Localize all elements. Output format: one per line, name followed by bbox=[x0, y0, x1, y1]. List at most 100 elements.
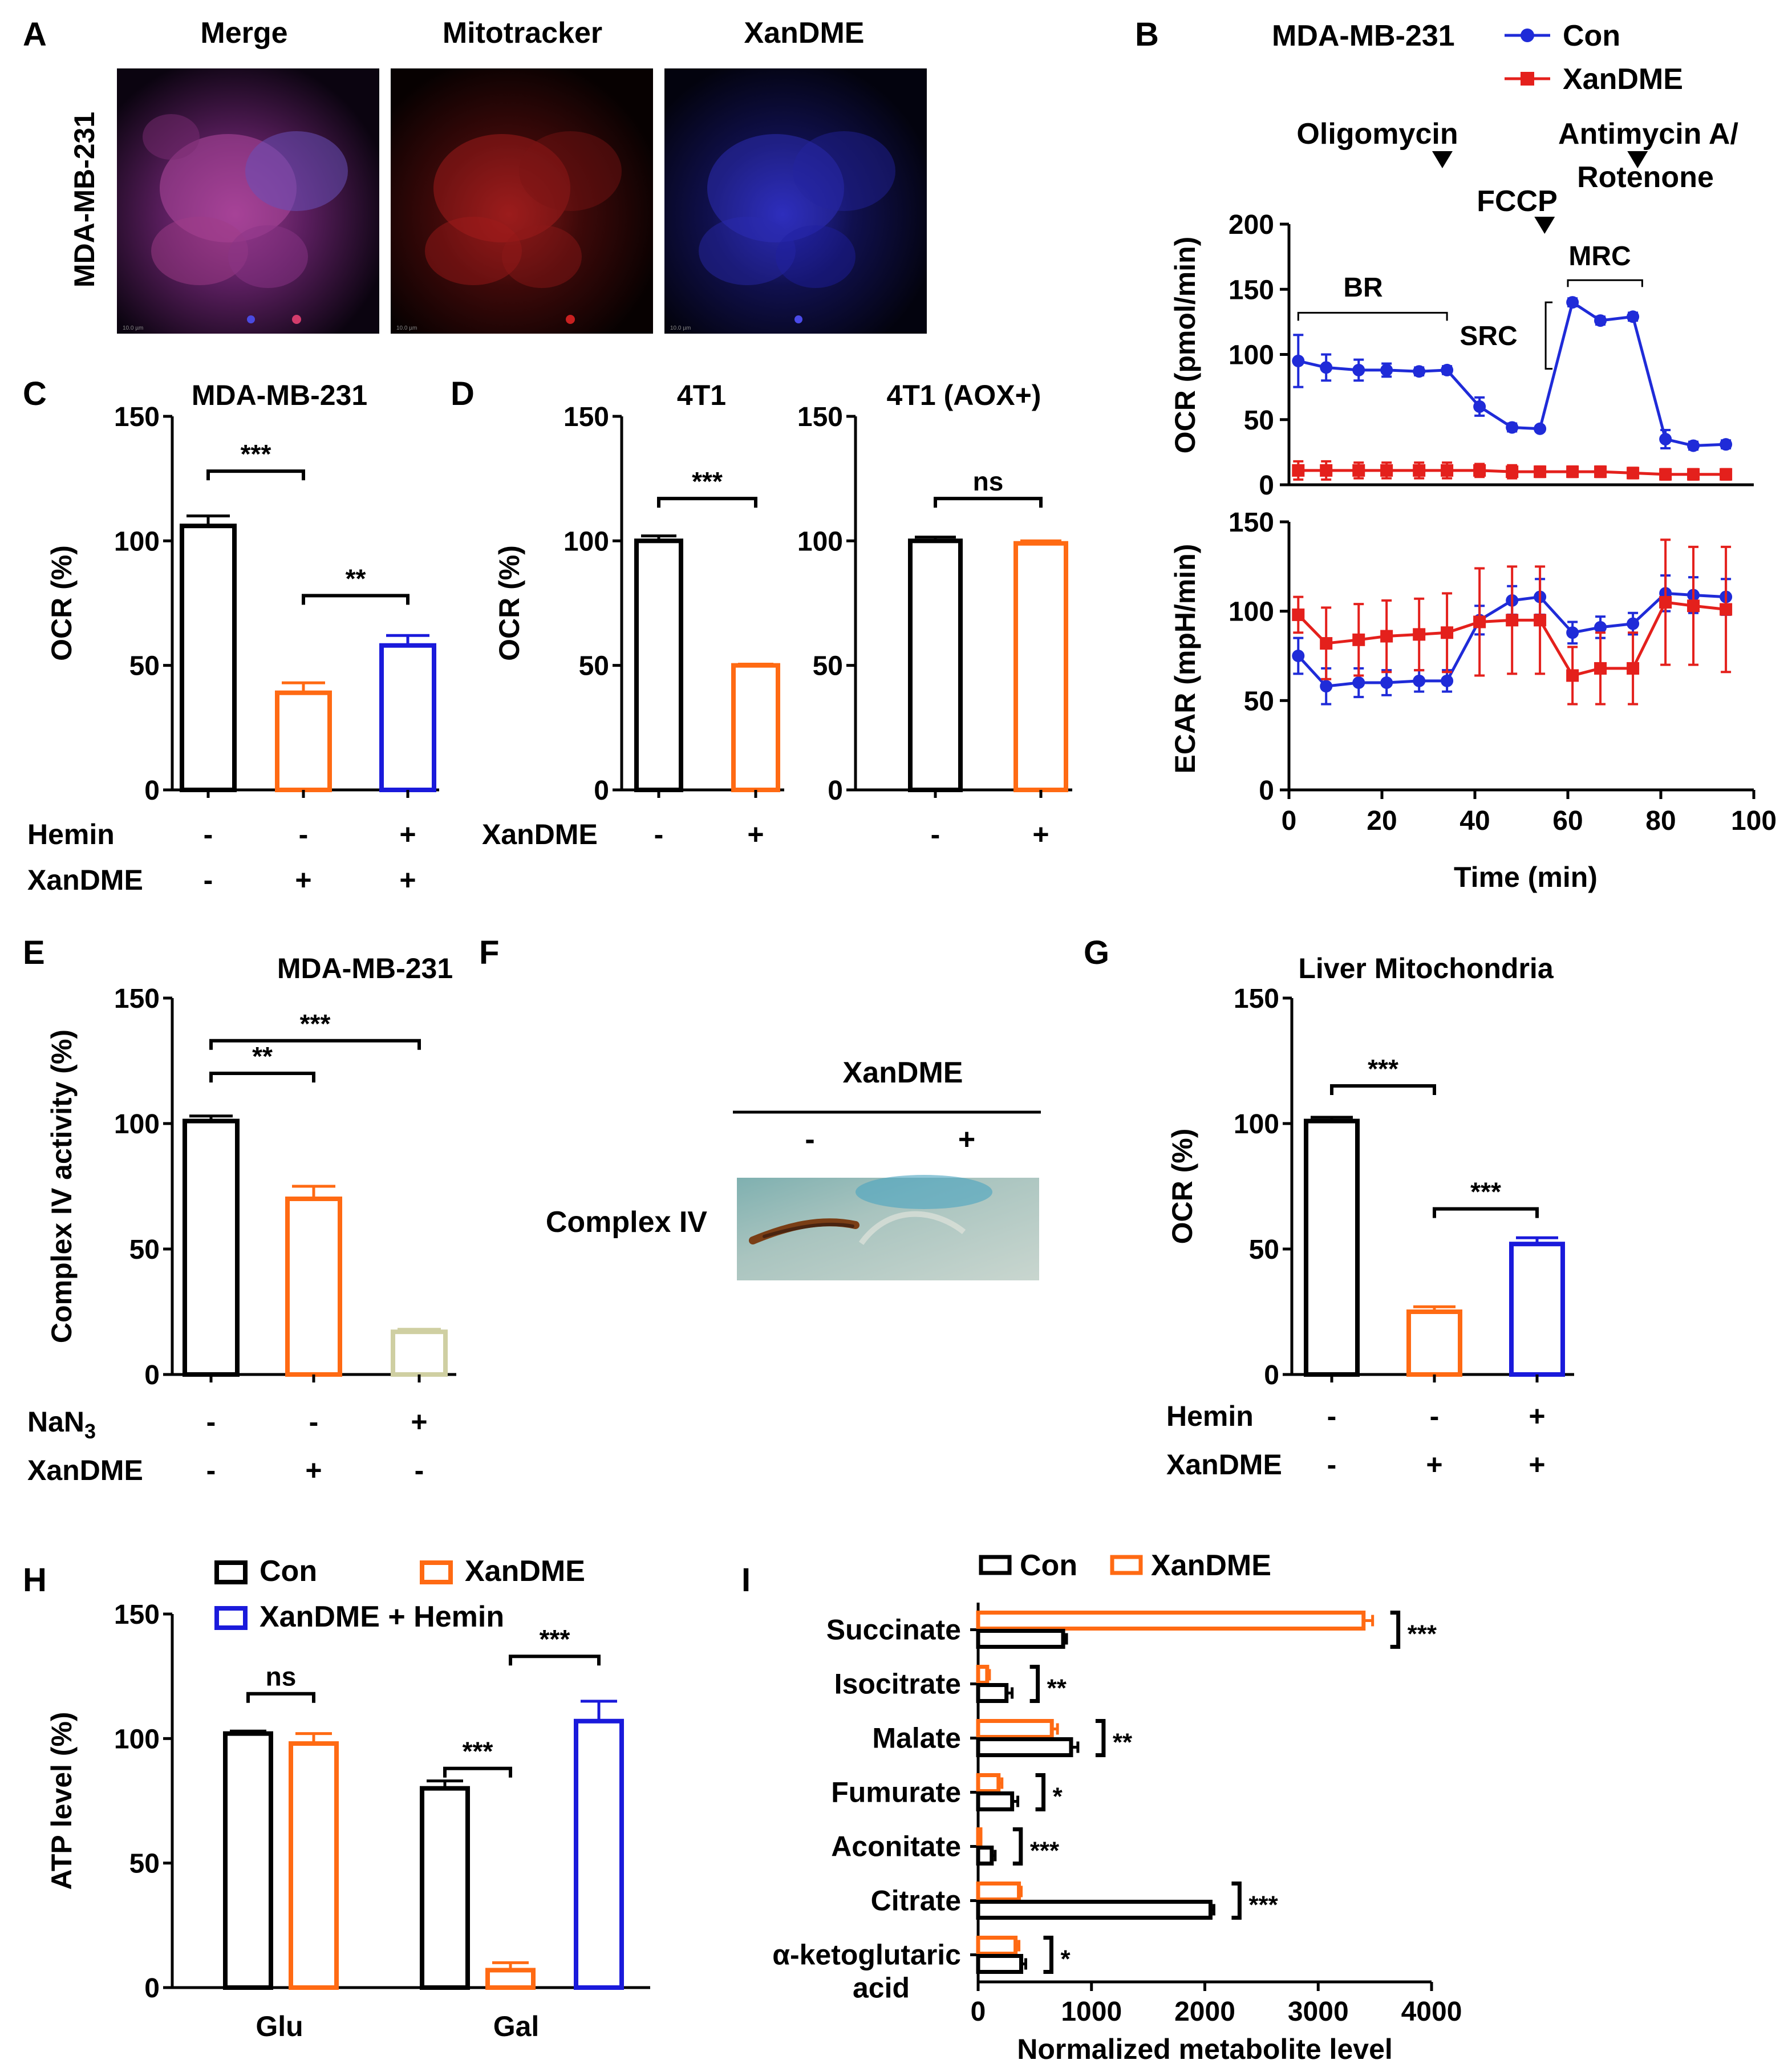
data-point-con bbox=[1352, 363, 1365, 376]
data-point-xandme bbox=[1534, 465, 1547, 479]
y-tick-label: 150 bbox=[1229, 275, 1274, 305]
panel-b-legend-xandme: XanDME bbox=[1563, 63, 1683, 96]
significance-bracket bbox=[302, 594, 410, 605]
ocr-line-chart: 0 50 100 150 200 bbox=[1229, 210, 1754, 501]
data-point-xandme bbox=[1627, 467, 1640, 480]
category-label: α-ketoglutaric bbox=[772, 1939, 961, 1971]
significance-bracket bbox=[246, 1692, 315, 1703]
legend-label: XanDME bbox=[1151, 1549, 1271, 1582]
bar bbox=[976, 1719, 1054, 1739]
data-point-xandme bbox=[1441, 626, 1454, 639]
significance-label: *** bbox=[241, 439, 271, 469]
panel-b: MDA-MB-231 Con XanDME Oligomycin FCCP An… bbox=[1169, 19, 1777, 893]
y-tick-label: 100 bbox=[114, 526, 160, 557]
legend-swatch bbox=[214, 1606, 248, 1630]
x-tick-label: 60 bbox=[1552, 806, 1583, 836]
x-category-label: Glu bbox=[256, 2010, 303, 2042]
y-tick-label: 50 bbox=[129, 1849, 160, 1879]
condition-sign: - bbox=[1327, 1449, 1337, 1481]
bar bbox=[285, 1197, 342, 1377]
significance-bracket bbox=[509, 1655, 601, 1666]
significance-bracket bbox=[1043, 1936, 1053, 1974]
bar bbox=[420, 1786, 470, 1990]
chart-title: MDA-MB-231 bbox=[277, 952, 453, 984]
data-point-xandme bbox=[1506, 465, 1519, 479]
y-tick-label: 100 bbox=[563, 526, 609, 557]
condition-sign: - bbox=[204, 818, 213, 850]
legend-label: XanDME bbox=[465, 1555, 585, 1588]
mrc-bracket bbox=[1567, 279, 1643, 287]
y-tick-label: 0 bbox=[1264, 1360, 1279, 1390]
ecar-line-chart: 0 50 100 150 0 20 40 60 80 100 bbox=[1229, 508, 1777, 836]
bar bbox=[183, 1118, 240, 1377]
data-point-xandme bbox=[1687, 599, 1700, 613]
significance-label: ** bbox=[252, 1041, 273, 1071]
data-point-xandme bbox=[1506, 614, 1519, 627]
condition-sign: - bbox=[299, 818, 309, 850]
y-axis-label: OCR (%) bbox=[493, 545, 525, 661]
panel-f-sign-plus: + bbox=[958, 1123, 975, 1156]
injection-oligomycin: Oligomycin bbox=[1296, 117, 1458, 151]
xandme-scale-text: 10.0 µm bbox=[670, 325, 691, 331]
y-axis-label: OCR (%) bbox=[46, 545, 78, 661]
y-tick-label: 150 bbox=[114, 1600, 160, 1630]
data-point-con bbox=[1506, 421, 1519, 434]
condition-sign: + bbox=[399, 818, 416, 850]
x-tick-label: 40 bbox=[1459, 806, 1490, 836]
significance-label: *** bbox=[1030, 1837, 1060, 1865]
x-tick-label: 100 bbox=[1731, 806, 1777, 836]
chart-title: MDA-MB-231 bbox=[192, 379, 367, 411]
y-tick-label: 100 bbox=[1229, 340, 1274, 371]
bar bbox=[485, 1968, 536, 1990]
injection-fccp: FCCP bbox=[1477, 185, 1558, 218]
significance-bracket bbox=[1029, 1665, 1040, 1703]
bar bbox=[574, 1718, 624, 1990]
panel-letter-a: A bbox=[23, 16, 47, 53]
bar bbox=[223, 1731, 273, 1990]
panel-d-4t1-aox-bar-chart: 0 50 100 150 4T1 (AOX+) ns - + bbox=[797, 379, 1072, 850]
label-br: BR bbox=[1343, 273, 1382, 303]
mitotracker-micrograph: 10.0 µm bbox=[391, 68, 653, 334]
br-bracket bbox=[1297, 311, 1448, 321]
y-tick-label: 0 bbox=[828, 776, 843, 806]
bar bbox=[379, 643, 436, 792]
panel-e-bar-chart: 0 50 100 150 MDA-MB-231 Complex IV activity (… bbox=[27, 952, 456, 1486]
bar bbox=[976, 1954, 1024, 1974]
panel-letter-f: F bbox=[479, 934, 499, 971]
y-tick-label: 150 bbox=[797, 402, 843, 432]
legend-label: XanDME + Hemin bbox=[260, 1600, 504, 1633]
panel-a-title-xandme: XanDME bbox=[744, 17, 865, 50]
chart-title: 4T1 bbox=[677, 379, 726, 411]
significance-label: *** bbox=[1248, 1891, 1278, 1919]
y-tick-label: 0 bbox=[144, 1973, 160, 2004]
data-point-xandme bbox=[1473, 464, 1486, 477]
significance-bracket bbox=[1433, 1207, 1539, 1218]
data-point-xandme bbox=[1659, 596, 1672, 609]
bar bbox=[1406, 1309, 1462, 1377]
data-point-xandme bbox=[1320, 637, 1333, 650]
data-point-xandme bbox=[1594, 465, 1607, 479]
panel-letter-g: G bbox=[1084, 934, 1109, 971]
condition-sign: + bbox=[1032, 818, 1049, 850]
xandme-micrograph: 10.0 µm bbox=[664, 68, 927, 334]
panel-i-hbar-chart: 0 1000 2000 3000 4000 Normalized metabolite l… bbox=[772, 1549, 1462, 2065]
y-tick-label: 0 bbox=[1259, 471, 1274, 501]
significance-label: *** bbox=[692, 467, 723, 496]
bar bbox=[1304, 1118, 1360, 1377]
data-point-xandme bbox=[1320, 464, 1333, 477]
bar bbox=[976, 1846, 994, 1866]
significance-bracket bbox=[934, 497, 1043, 508]
significance-bracket bbox=[1012, 1827, 1023, 1866]
legend-swatch bbox=[1110, 1555, 1143, 1575]
data-point-con bbox=[1320, 361, 1333, 374]
category-label: Fumurate bbox=[831, 1777, 961, 1809]
y-tick-label: 50 bbox=[129, 651, 160, 682]
significance-label: *** bbox=[1470, 1177, 1501, 1207]
data-point-xandme bbox=[1413, 464, 1426, 477]
panel-letter-d: D bbox=[451, 375, 475, 412]
condition-sign: - bbox=[206, 1454, 216, 1486]
category-label: Citrate bbox=[871, 1885, 961, 1917]
data-point-xandme bbox=[1441, 464, 1454, 477]
significance-bracket bbox=[1035, 1773, 1046, 1811]
